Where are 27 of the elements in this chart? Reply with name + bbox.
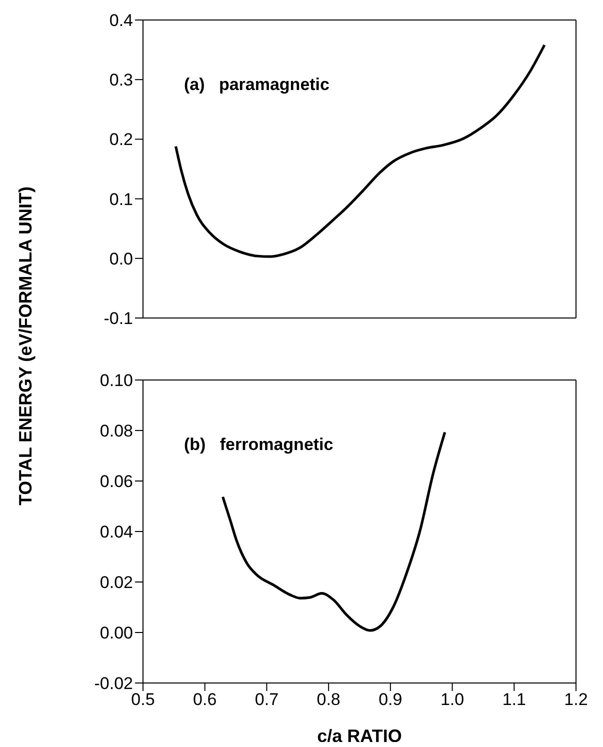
x-tick-label: 1.0 [440,690,464,710]
y-tick-label: 0.02 [100,573,133,592]
y-tick-label: 0.3 [109,70,133,90]
y-tick-label: 0.1 [109,190,133,209]
x-tick-label: 1.1 [502,690,526,710]
annotation: (a) paramagnetic [184,75,330,95]
x-tick-label: 0.7 [254,690,279,710]
x-tick-label: 1.2 [564,690,588,710]
y-axis-title: TOTAL ENERGY (eV/FORMALA UNIT) [16,186,36,506]
y-tick-label: 0.00 [100,624,133,643]
y-tick-label: -0.02 [94,674,133,694]
annotation: (b) ferromagnetic [184,435,334,455]
x-tick-label: 0.6 [193,690,217,710]
x-tick-label: 0.9 [378,690,402,710]
line-series [221,430,446,632]
y-tick-label: 0.08 [100,422,133,441]
y-tick-label: 0.2 [109,130,133,150]
y-tick-label: 0.10 [100,371,133,390]
line-series [174,44,546,258]
x-tick-label: 0.8 [316,690,340,710]
x-axis-title: c/a RATIO [317,726,402,746]
y-tick-label: 0.4 [109,11,133,30]
y-tick-label: 0.06 [100,472,133,492]
y-tick-label: 0.0 [109,249,133,268]
y-tick-label: 0.04 [100,522,133,542]
x-tick-label: 0.5 [131,690,155,710]
y-tick-label: -0.1 [104,309,133,328]
